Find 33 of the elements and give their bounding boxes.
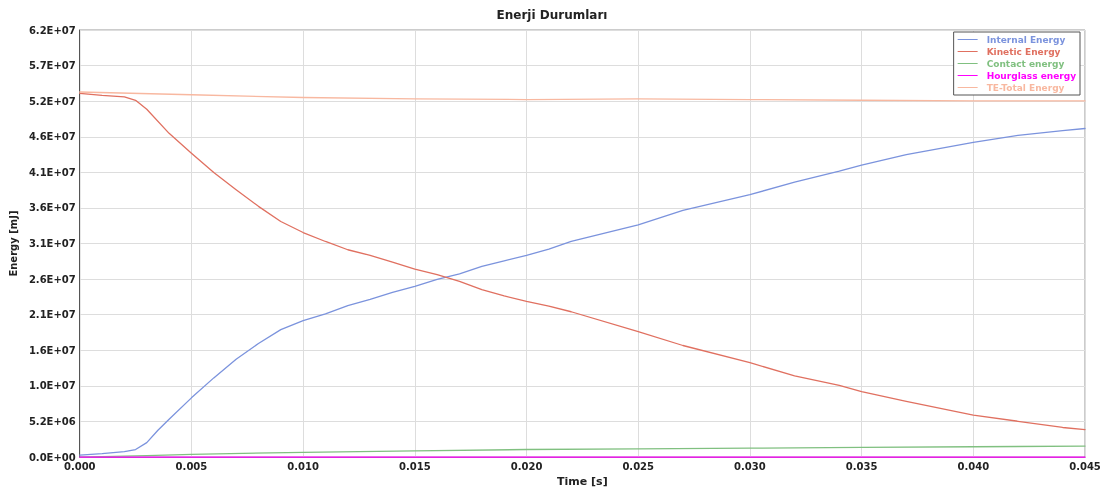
y-tick-label: 6.2E+07: [28, 24, 76, 36]
y-tick-label: 4.6E+07: [28, 131, 76, 143]
x-tick-label: 0.015: [399, 460, 431, 472]
x-tick-label: 0.000: [63, 460, 96, 472]
y-tick-label: 5.7E+07: [28, 60, 76, 72]
x-axis-title: Time [s]: [557, 475, 608, 488]
x-tick-label: 0.045: [1069, 460, 1101, 472]
y-tick-label: 5.2E+07: [28, 95, 76, 107]
y-tick-label: 1.6E+07: [28, 344, 76, 356]
y-tick-label: 4.1E+07: [28, 166, 76, 178]
legend-label: Contact energy: [986, 58, 1065, 69]
x-tick-label: 0.005: [175, 460, 208, 472]
y-tick-label: 2.1E+07: [28, 309, 76, 321]
chart-title: Enerji Durumları: [496, 8, 608, 22]
legend-label: TE-Total Energy: [986, 82, 1065, 93]
y-tick-label: 5.2E+06: [28, 416, 76, 428]
x-tick-label: 0.025: [622, 460, 655, 472]
y-tick-label: 3.6E+07: [28, 202, 76, 214]
legend-label: Internal Energy: [986, 34, 1066, 45]
legend-label: Kinetic Energy: [986, 46, 1061, 57]
x-tick-label: 0.020: [510, 460, 543, 472]
y-tick-label: 3.1E+07: [28, 238, 76, 250]
y-axis-title: Energy [mJ]: [7, 210, 19, 277]
legend-label: Hourglass energy: [986, 70, 1077, 81]
line-series: [79, 91, 1086, 102]
y-tick-label: 2.6E+07: [28, 273, 76, 285]
y-tick-label: 1.0E+07: [28, 380, 76, 392]
x-tick-label: 0.030: [734, 460, 766, 472]
y-tick-label: 0.0E+00: [28, 451, 76, 463]
x-tick-label: 0.040: [957, 460, 990, 472]
x-tick-label: 0.035: [845, 460, 878, 472]
line-series: [79, 92, 1086, 431]
x-tick-label: 0.010: [287, 460, 319, 472]
